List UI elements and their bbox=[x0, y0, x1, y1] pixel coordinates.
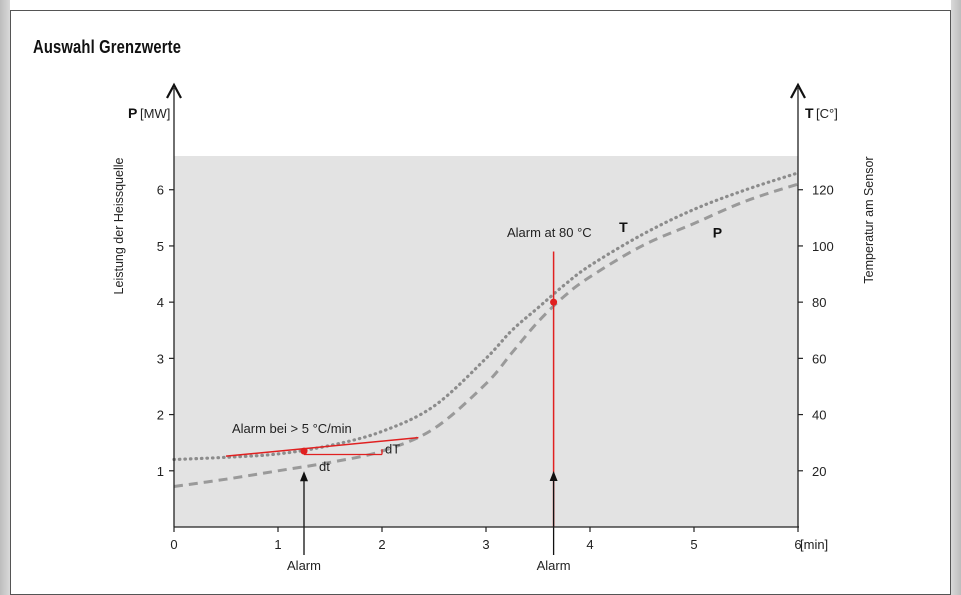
left-tick-label-5: 5 bbox=[157, 239, 164, 254]
x-tick-label-4: 4 bbox=[586, 537, 593, 552]
left-tick-label-6: 6 bbox=[157, 183, 164, 198]
right-axis-unit: [C°] bbox=[816, 106, 838, 121]
right-tick-label-100: 100 bbox=[812, 239, 834, 254]
right-tick-label-80: 80 bbox=[812, 295, 826, 310]
right-tick-label-40: 40 bbox=[812, 408, 826, 423]
alarm-arrow-1-head bbox=[300, 471, 308, 482]
alarm-label-1: Alarm bbox=[287, 558, 321, 573]
tick-labels: 0 1 2 3 4 5 6 1 2 3 4 5 6 20 40 60 80 100 120 bbox=[157, 183, 834, 552]
right-axis-arrow bbox=[790, 82, 806, 99]
left-tick-label-4: 4 bbox=[157, 295, 164, 310]
gradient-alarm-point bbox=[300, 447, 308, 455]
x-tick-label-5: 5 bbox=[690, 537, 697, 552]
dT-label: dT bbox=[385, 441, 400, 456]
left-axis-symbol: P bbox=[128, 105, 137, 121]
plot-background bbox=[174, 156, 798, 527]
series-label-T: T bbox=[619, 219, 628, 235]
annotations bbox=[225, 251, 558, 555]
background-strip-left bbox=[0, 0, 10, 595]
axes bbox=[166, 82, 806, 532]
dt-label: dt bbox=[319, 459, 330, 474]
right-tick-label-60: 60 bbox=[812, 351, 826, 366]
curves bbox=[172, 171, 800, 488]
left-tick-label-2: 2 bbox=[157, 408, 164, 423]
left-axis-unit: [MW] bbox=[140, 106, 170, 121]
right-axis-symbol: T bbox=[805, 105, 814, 121]
x-tick-label-3: 3 bbox=[482, 537, 489, 552]
left-axis-arrow bbox=[166, 82, 182, 99]
x-axis-unit-label: [min] bbox=[800, 537, 828, 552]
alarm-label-2: Alarm bbox=[537, 558, 571, 573]
x-tick-label-2: 2 bbox=[378, 537, 385, 552]
series-T-line bbox=[172, 171, 800, 462]
alarm-arrow-2-head bbox=[549, 471, 558, 481]
x-tick-label-6: 6 bbox=[794, 537, 801, 552]
gradient-alarm-label: Alarm bei > 5 °C/min bbox=[232, 421, 352, 436]
threshold-alarm-point bbox=[550, 298, 558, 306]
x-tick-label-1: 1 bbox=[274, 537, 281, 552]
gradient-tangent-line bbox=[225, 436, 419, 457]
chart-title: Auswahl Grenzwerte bbox=[33, 37, 182, 57]
series-P-line bbox=[173, 182, 799, 488]
left-tick-label-1: 1 bbox=[157, 464, 164, 479]
series-label-P: P bbox=[713, 225, 722, 241]
left-tick-label-3: 3 bbox=[157, 351, 164, 366]
right-axis-title: Temperatur am Sensor bbox=[862, 156, 876, 283]
left-axis-title: Leistung der Heissquelle bbox=[112, 158, 126, 295]
background-strip-right bbox=[951, 0, 961, 595]
right-tick-label-20: 20 bbox=[812, 464, 826, 479]
threshold-alarm-label: Alarm at 80 °C bbox=[507, 225, 592, 240]
x-tick-label-0: 0 bbox=[170, 537, 177, 552]
right-tick-label-120: 120 bbox=[812, 183, 834, 198]
